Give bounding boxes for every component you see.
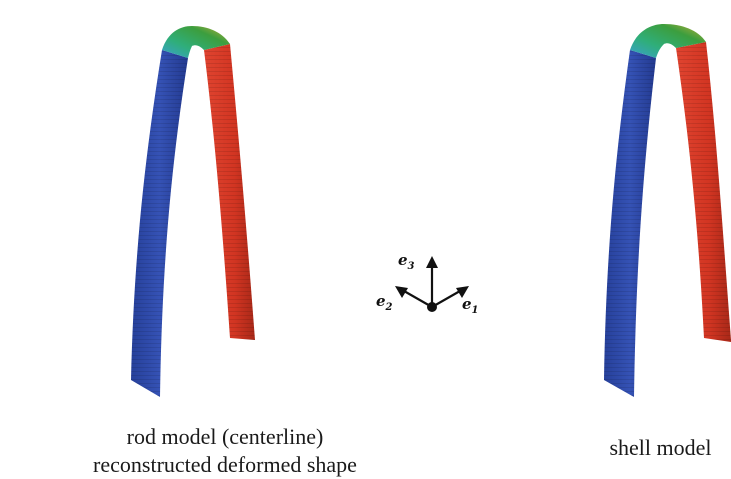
rod-model-caption: rod model (centerline) reconstructed def… bbox=[20, 423, 430, 479]
e1-arrow bbox=[431, 290, 461, 308]
shell-caption-line-1: shell model bbox=[609, 435, 712, 460]
e2-arrow bbox=[403, 290, 433, 308]
e3-label: e3 bbox=[398, 251, 415, 272]
rod-model-shape bbox=[131, 26, 255, 397]
rod-caption-line-1: rod model (centerline) bbox=[126, 424, 324, 449]
coordinate-axes: e3 e2 e1 bbox=[376, 251, 479, 316]
rod-top-bend bbox=[162, 26, 230, 58]
rod-caption-line-2: reconstructed deformed shape bbox=[93, 452, 357, 477]
shell-model-shape bbox=[604, 24, 731, 397]
shell-top-bend bbox=[630, 24, 706, 58]
shell-model-caption: shell model bbox=[590, 434, 731, 462]
e1-label: e1 bbox=[462, 295, 479, 316]
e2-label: e2 bbox=[376, 292, 393, 313]
